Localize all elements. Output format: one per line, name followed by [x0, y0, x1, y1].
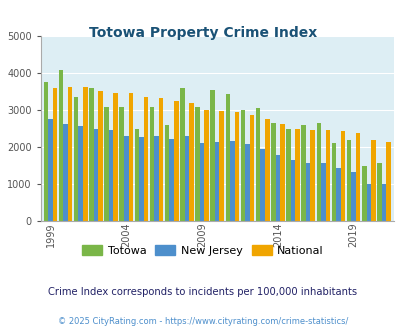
- Bar: [48, 119, 53, 221]
- Bar: [199, 144, 204, 221]
- Bar: [68, 86, 72, 221]
- Bar: [195, 107, 199, 221]
- Bar: [158, 98, 163, 221]
- Bar: [104, 107, 109, 221]
- Bar: [98, 91, 102, 221]
- Bar: [124, 136, 128, 221]
- Bar: [271, 123, 275, 221]
- Bar: [94, 129, 98, 221]
- Bar: [134, 129, 139, 221]
- Bar: [225, 94, 230, 221]
- Bar: [340, 131, 345, 221]
- Bar: [78, 126, 83, 221]
- Bar: [381, 184, 385, 221]
- Bar: [286, 129, 290, 221]
- Bar: [128, 93, 133, 221]
- Bar: [154, 137, 158, 221]
- Bar: [204, 110, 208, 221]
- Bar: [59, 70, 63, 221]
- Bar: [174, 101, 178, 221]
- Bar: [143, 97, 148, 221]
- Bar: [279, 124, 284, 221]
- Bar: [189, 103, 193, 221]
- Bar: [89, 88, 94, 221]
- Bar: [335, 168, 340, 221]
- Bar: [63, 123, 68, 221]
- Bar: [264, 119, 269, 221]
- Bar: [376, 163, 381, 221]
- Bar: [316, 123, 320, 221]
- Bar: [169, 139, 174, 221]
- Bar: [180, 88, 184, 221]
- Bar: [294, 129, 299, 221]
- Bar: [346, 140, 350, 221]
- Bar: [230, 141, 234, 221]
- Bar: [184, 136, 189, 221]
- Bar: [119, 107, 124, 221]
- Bar: [245, 144, 249, 221]
- Bar: [260, 149, 264, 221]
- Bar: [164, 125, 169, 221]
- Bar: [219, 111, 224, 221]
- Bar: [366, 184, 370, 221]
- Bar: [305, 163, 310, 221]
- Bar: [255, 108, 260, 221]
- Bar: [234, 112, 239, 221]
- Bar: [385, 142, 390, 221]
- Bar: [275, 155, 279, 221]
- Bar: [74, 97, 78, 221]
- Bar: [43, 82, 48, 221]
- Bar: [83, 87, 87, 221]
- Bar: [210, 90, 214, 221]
- Bar: [240, 110, 245, 221]
- Bar: [320, 163, 325, 221]
- Bar: [113, 93, 117, 221]
- Bar: [355, 133, 360, 221]
- Bar: [301, 125, 305, 221]
- Text: © 2025 CityRating.com - https://www.cityrating.com/crime-statistics/: © 2025 CityRating.com - https://www.city…: [58, 317, 347, 326]
- Bar: [331, 144, 335, 221]
- Bar: [290, 160, 294, 221]
- Bar: [370, 140, 375, 221]
- Bar: [310, 130, 314, 221]
- Bar: [139, 137, 143, 221]
- Bar: [109, 130, 113, 221]
- Bar: [249, 115, 254, 221]
- Text: Totowa Property Crime Index: Totowa Property Crime Index: [89, 26, 316, 40]
- Bar: [350, 172, 355, 221]
- Bar: [325, 130, 329, 221]
- Legend: Totowa, New Jersey, National: Totowa, New Jersey, National: [77, 241, 328, 260]
- Text: Crime Index corresponds to incidents per 100,000 inhabitants: Crime Index corresponds to incidents per…: [48, 287, 357, 297]
- Bar: [53, 88, 57, 221]
- Bar: [149, 107, 154, 221]
- Bar: [214, 142, 219, 221]
- Bar: [361, 166, 366, 221]
